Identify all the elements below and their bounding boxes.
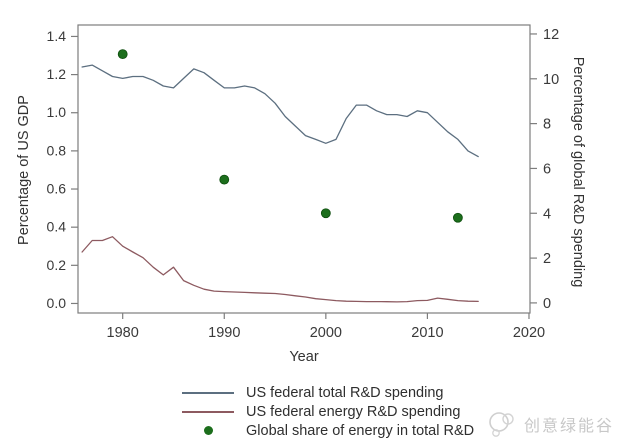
series-point [219, 174, 230, 185]
y-left-tick-label: 0.4 [47, 219, 67, 235]
y-right-tick-label: 0 [543, 296, 551, 312]
y-right-tick-label: 2 [543, 251, 551, 267]
green-dot-icon [203, 426, 213, 435]
plot-frame [77, 24, 531, 314]
watermark-logo-icon [489, 412, 514, 437]
y-left-tick-label: 1.4 [47, 28, 67, 44]
y-right-tick-label: 4 [543, 206, 551, 222]
left-axis-title: Percentage of US GDP [16, 95, 32, 245]
series-point [452, 212, 463, 223]
y-left-tick-label: 1.2 [47, 66, 67, 82]
y-right-tick-label: 6 [543, 161, 551, 177]
legend-label: US federal total R&D spending [246, 384, 444, 401]
legend-label: Global share of energy in total R&D [246, 422, 475, 439]
x-tick-label: 2010 [411, 325, 443, 341]
x-tick-label: 2020 [513, 325, 545, 341]
y-left-tick-label: 1.0 [47, 104, 67, 120]
y-right-tick-label: 10 [543, 72, 559, 88]
series-point [117, 49, 128, 60]
legend-label: US federal energy R&D spending [246, 403, 461, 420]
legend-line-swatch-energy [180, 410, 236, 413]
x-tick-label: 1980 [107, 325, 139, 341]
legend-line-swatch-total [180, 391, 236, 394]
x-axis-title: Year [289, 349, 319, 365]
legend-dot-swatch-global [180, 426, 236, 435]
y-left-tick-label: 0.6 [47, 181, 67, 197]
total-rd-line-icon [182, 391, 234, 394]
energy-rd-line-icon [182, 410, 234, 413]
legend-item-global-share: Global share of energy in total R&D [180, 421, 474, 440]
series-point [320, 208, 331, 219]
legend-item-total-rd: US federal total R&D spending [180, 383, 474, 402]
watermark-text: 创意绿能谷 [524, 418, 615, 435]
x-tick-label: 1990 [208, 325, 240, 341]
y-left-tick-label: 0.0 [47, 295, 67, 311]
y-right-tick-label: 8 [543, 117, 551, 133]
right-axis-title: Percentage of global R&D spending [570, 56, 586, 288]
y-left-tick-label: 0.2 [47, 257, 67, 273]
x-tick-label: 2000 [310, 325, 342, 341]
legend: US federal total R&D spending US federal… [180, 383, 474, 440]
series-line [81, 64, 479, 158]
legend-item-energy-rd: US federal energy R&D spending [180, 402, 474, 421]
y-right-tick-label: 12 [543, 27, 559, 43]
y-left-tick-label: 0.8 [47, 142, 67, 158]
watermark: 创意绿能谷 [486, 410, 614, 438]
series-line [81, 236, 479, 303]
